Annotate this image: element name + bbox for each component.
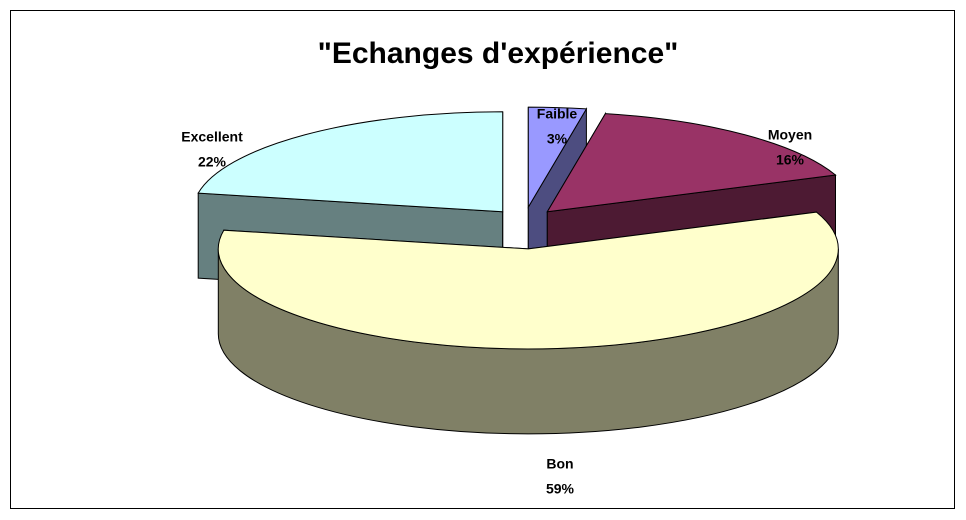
slice-label: Excellent [181, 129, 243, 145]
chart-title: "Echanges d'expérience" [318, 37, 679, 70]
slice-label: Bon [546, 456, 573, 472]
slice-value-label: 3% [547, 131, 568, 147]
slice-value-label: 16% [776, 152, 805, 168]
slice-top [197, 111, 504, 213]
slice-top [546, 113, 837, 213]
slice-value-label: 59% [546, 481, 575, 497]
slice-top [527, 106, 588, 209]
slice-value-label: 22% [198, 154, 227, 170]
slice-label: Moyen [768, 127, 812, 143]
slice [217, 211, 839, 435]
slice-top [217, 211, 839, 350]
slice-label: Faible [537, 106, 578, 122]
